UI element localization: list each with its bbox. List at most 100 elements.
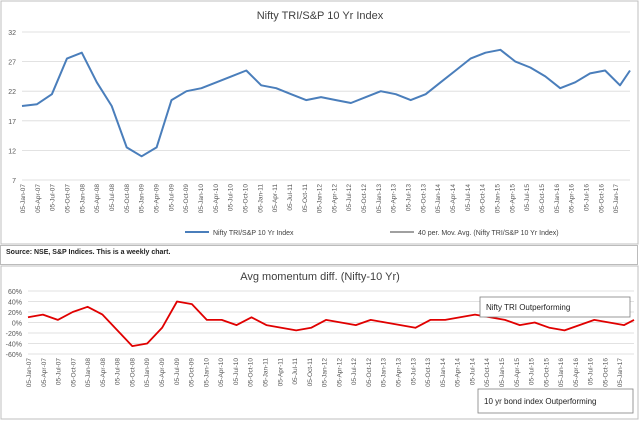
x-tick-label: 05-Apr-12 xyxy=(331,184,338,213)
top-chart-plot-area xyxy=(21,48,631,158)
x-tick-label: 05-Oct-16 xyxy=(598,184,605,213)
x-tick-label: 05-Jan-17 xyxy=(613,184,620,214)
y-tick-label: 7 xyxy=(12,178,16,185)
x-tick-label: 05-Jul-10 xyxy=(233,358,240,385)
x-tick-label: 05-Apr-09 xyxy=(159,358,166,387)
x-tick-label: 05-Oct-15 xyxy=(543,358,550,387)
x-tick-label: 05-Jul-15 xyxy=(524,184,531,211)
x-tick-label: 05-Oct-13 xyxy=(420,184,427,213)
x-tick-label: 05-Jul-13 xyxy=(406,184,413,211)
x-tick-label: 05-Oct-09 xyxy=(189,358,196,387)
x-tick-label: 05-Jan-13 xyxy=(381,358,388,388)
x-tick-label: 05-Jul-10 xyxy=(228,184,235,211)
x-tick-label: 05-Apr-13 xyxy=(391,184,398,213)
y-tick-label: 17 xyxy=(8,119,16,126)
y-tick-label: -60% xyxy=(6,352,22,359)
x-tick-label: 05-Oct-09 xyxy=(183,184,190,213)
x-tick-label: 05-Jan-11 xyxy=(262,358,269,387)
top-chart: Nifty TRI/S&P 10 Yr Index 7 12 17 22 27 32 05… xyxy=(0,0,639,245)
x-tick-label: 05-Oct-12 xyxy=(361,184,368,213)
y-tick-label: -40% xyxy=(6,342,22,349)
x-tick-label: 05-Jan-15 xyxy=(499,358,506,388)
x-tick-label: 05-Oct-14 xyxy=(484,358,491,387)
x-tick-label: 05-Jan-14 xyxy=(435,184,442,214)
x-tick-label: 05-Jul-07 xyxy=(56,358,63,385)
x-tick-label: 05-Oct-13 xyxy=(425,358,432,387)
x-tick-label: 05-Apr-14 xyxy=(450,184,457,213)
x-tick-label: 05-Oct-10 xyxy=(248,358,255,387)
bottom-chart: Avg momentum diff. (Nifty-10 Yr) -60% -40… xyxy=(0,265,639,420)
x-tick-label: 05-Apr-15 xyxy=(514,358,521,387)
y-tick-label: 60% xyxy=(8,289,22,296)
x-tick-label: 05-Jul-13 xyxy=(410,358,417,385)
x-tick-label: 05-Jul-08 xyxy=(109,184,116,211)
x-tick-label: 05-Jan-16 xyxy=(558,358,565,388)
x-tick-label: 05-Jan-10 xyxy=(198,184,205,214)
annotation-text-0: Nifty TRI Outperforming xyxy=(486,303,570,312)
x-tick-label: 05-Jul-16 xyxy=(584,184,591,211)
x-tick-label: 05-Jan-08 xyxy=(85,358,92,388)
annotation-box-0 xyxy=(479,296,631,318)
y-tick-label: -20% xyxy=(6,331,22,338)
x-tick-label: 05-Oct-11 xyxy=(307,358,314,387)
x-tick-label: 05-Apr-09 xyxy=(153,184,160,213)
x-tick-label: 05-Oct-15 xyxy=(539,184,546,213)
x-tick-label: 05-Jul-16 xyxy=(588,358,595,385)
x-tick-label: 05-Apr-16 xyxy=(573,358,580,387)
source-note-text: Source: NSE, S&P Indices. This is a week… xyxy=(6,249,171,256)
x-tick-label: 05-Oct-14 xyxy=(480,184,487,213)
x-tick-label: 05-Jul-07 xyxy=(50,184,57,211)
legend-label-1: 40 per. Mov. Avg. (Nifty TRI/S&P 10 Yr I… xyxy=(418,230,559,237)
y-tick-label: 27 xyxy=(8,60,16,67)
legend-label-0: Nifty TRI/S&P 10 Yr Index xyxy=(213,230,294,237)
x-tick-label: 05-Jul-12 xyxy=(351,358,358,385)
x-tick-label: 05-Jan-17 xyxy=(617,358,624,388)
x-tick-label: 05-Apr-12 xyxy=(336,358,343,387)
x-tick-label: 05-Apr-15 xyxy=(509,184,516,213)
x-tick-label: 05-Oct-11 xyxy=(302,184,309,213)
series-line-0 xyxy=(27,300,635,347)
annotation-box-1 xyxy=(477,388,634,414)
series-line-0 xyxy=(21,48,631,158)
x-tick-label: 05-Jan-07 xyxy=(20,184,27,214)
x-tick-label: 05-Apr-16 xyxy=(569,184,576,213)
x-tick-label: 05-Jan-10 xyxy=(203,358,210,388)
x-tick-label: 05-Apr-10 xyxy=(218,358,225,387)
bottom-chart-title: Avg momentum diff. (Nifty-10 Yr) xyxy=(240,271,400,283)
x-tick-label: 05-Apr-14 xyxy=(455,358,462,387)
x-tick-label: 05-Apr-07 xyxy=(41,358,48,387)
x-tick-label: 05-Oct-07 xyxy=(64,184,71,213)
bottom-chart-x-axis: 05-Jan-07 05-Apr-07 05-Jul-07 05-Oct-07 05-J… xyxy=(26,358,624,388)
y-tick-label: 20% xyxy=(8,310,22,317)
x-tick-label: 05-Apr-08 xyxy=(100,358,107,387)
x-tick-label: 05-Apr-13 xyxy=(396,358,403,387)
x-tick-label: 05-Jan-07 xyxy=(26,358,33,388)
x-tick-label: 05-Jan-09 xyxy=(139,184,146,214)
x-tick-label: 05-Jul-15 xyxy=(529,358,536,385)
x-tick-label: 05-Jan-16 xyxy=(554,184,561,214)
x-tick-label: 05-Jul-11 xyxy=(292,358,299,385)
x-tick-label: 05-Jul-12 xyxy=(346,184,353,211)
top-chart-gridlines xyxy=(22,31,630,181)
x-tick-label: 05-Jan-08 xyxy=(79,184,86,214)
x-tick-label: 05-Jul-08 xyxy=(115,358,122,385)
x-tick-label: 05-Jan-11 xyxy=(257,184,264,213)
x-tick-label: 05-Jul-14 xyxy=(469,358,476,385)
x-tick-label: 05-Apr-11 xyxy=(277,358,284,387)
top-chart-legend: Nifty TRI/S&P 10 Yr Index 40 per. Mov. Av… xyxy=(185,230,559,237)
x-tick-label: 05-Apr-08 xyxy=(94,184,101,213)
x-tick-label: 05-Apr-11 xyxy=(272,184,279,213)
x-tick-label: 05-Jan-14 xyxy=(440,358,447,388)
bottom-chart-y-axis: -60% -40% -20% 0% 20% 40% 60% xyxy=(6,289,22,359)
x-tick-label: 05-Jul-09 xyxy=(174,358,181,385)
x-tick-label: 05-Jul-09 xyxy=(168,184,175,211)
y-tick-label: 32 xyxy=(8,30,16,37)
x-tick-label: 05-Apr-10 xyxy=(213,184,220,213)
y-tick-label: 40% xyxy=(8,300,22,307)
x-tick-label: 05-Jan-12 xyxy=(317,184,324,214)
y-tick-label: 0% xyxy=(12,321,22,328)
x-tick-label: 05-Oct-10 xyxy=(242,184,249,213)
bottom-chart-plot-area xyxy=(27,300,635,347)
top-chart-y-axis: 7 12 17 22 27 32 xyxy=(8,30,16,185)
x-tick-label: 05-Jan-09 xyxy=(144,358,151,388)
